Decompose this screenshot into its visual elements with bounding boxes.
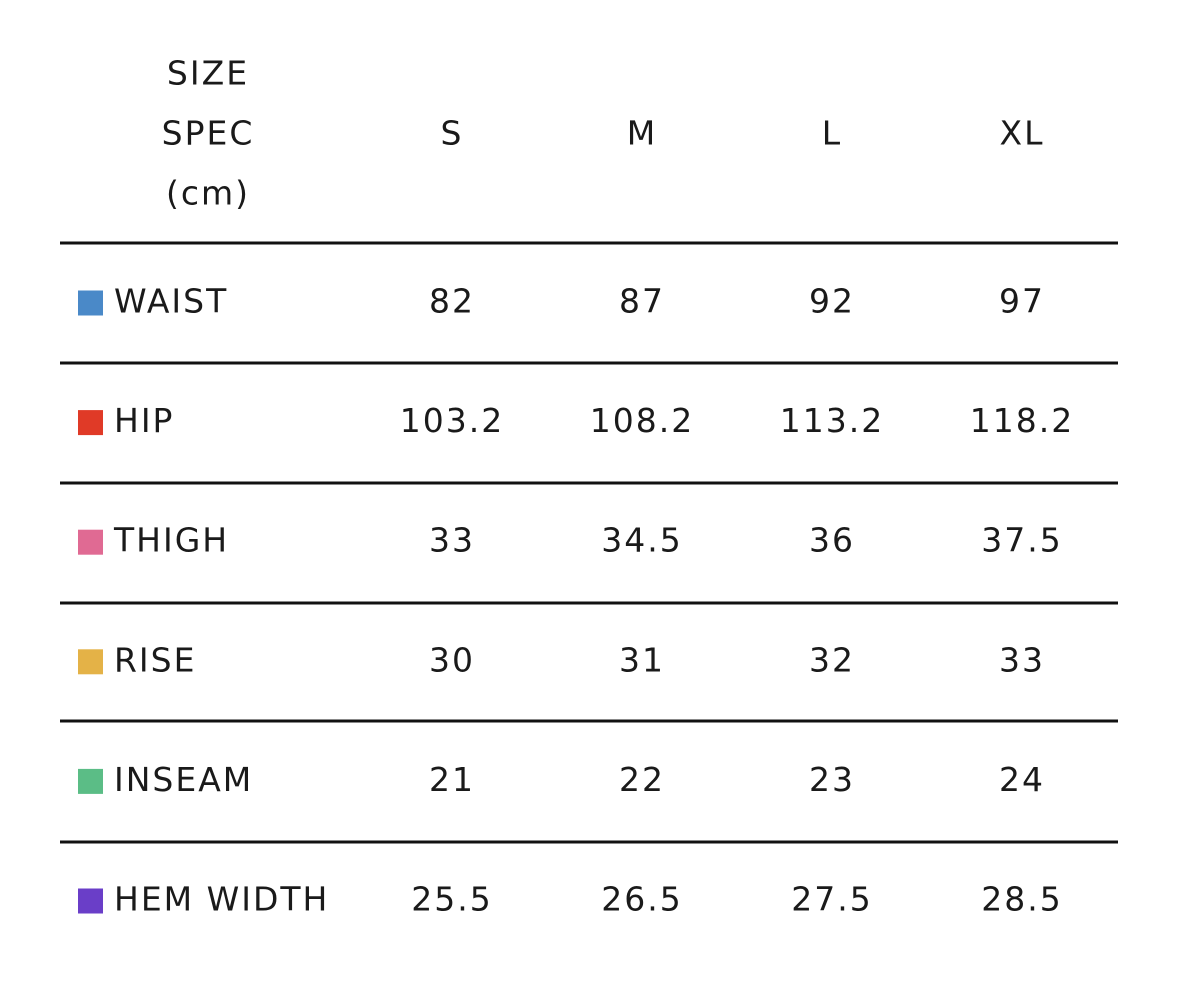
row-label: THIGH xyxy=(113,521,229,560)
cell-value: 97 xyxy=(999,282,1045,321)
size-header: XL xyxy=(1000,114,1045,153)
cell-value: 31 xyxy=(619,640,665,679)
cell-value: 103.2 xyxy=(400,401,504,440)
size-header: S xyxy=(441,114,464,153)
cell-value: 87 xyxy=(619,282,665,321)
cell-value: 30 xyxy=(429,640,475,679)
row-divider xyxy=(60,481,1118,485)
cell-value: 23 xyxy=(809,760,855,799)
cell-value: 24 xyxy=(999,760,1045,799)
cell-value: 33 xyxy=(999,640,1045,679)
row-divider xyxy=(60,241,1118,245)
size-header: M xyxy=(627,114,657,153)
cell-value: 118.2 xyxy=(970,401,1074,440)
color-swatch xyxy=(78,410,103,436)
row-label: HIP xyxy=(114,401,174,440)
cell-value: 21 xyxy=(429,760,475,799)
header-title: SPEC xyxy=(162,114,255,153)
cell-value: 34.5 xyxy=(601,521,682,560)
color-swatch xyxy=(78,768,103,794)
cell-value: 113.2 xyxy=(780,401,884,440)
cell-value: 28.5 xyxy=(981,880,1062,919)
row-label: RISE xyxy=(114,640,196,679)
cell-value: 92 xyxy=(809,282,855,321)
color-swatch xyxy=(78,529,103,555)
row-label: INSEAM xyxy=(114,760,253,799)
cell-value: 36 xyxy=(809,521,855,560)
row-divider xyxy=(60,840,1118,844)
color-swatch xyxy=(78,290,103,316)
size-header: L xyxy=(822,114,842,153)
row-divider xyxy=(60,719,1118,723)
header-title: (cm) xyxy=(166,174,250,213)
cell-value: 108.2 xyxy=(590,401,694,440)
color-swatch xyxy=(78,888,103,914)
cell-value: 25.5 xyxy=(411,880,492,919)
cell-value: 27.5 xyxy=(791,880,872,919)
row-divider xyxy=(60,361,1118,365)
header-title: SIZE xyxy=(167,54,249,93)
row-label: HEM WIDTH xyxy=(114,880,329,919)
row-label: WAIST xyxy=(114,282,228,321)
cell-value: 32 xyxy=(809,640,855,679)
cell-value: 37.5 xyxy=(981,521,1062,560)
cell-value: 22 xyxy=(619,760,665,799)
cell-value: 33 xyxy=(429,521,475,560)
cell-value: 26.5 xyxy=(601,880,682,919)
row-divider xyxy=(60,601,1118,605)
cell-value: 82 xyxy=(429,282,475,321)
color-swatch xyxy=(78,649,103,675)
